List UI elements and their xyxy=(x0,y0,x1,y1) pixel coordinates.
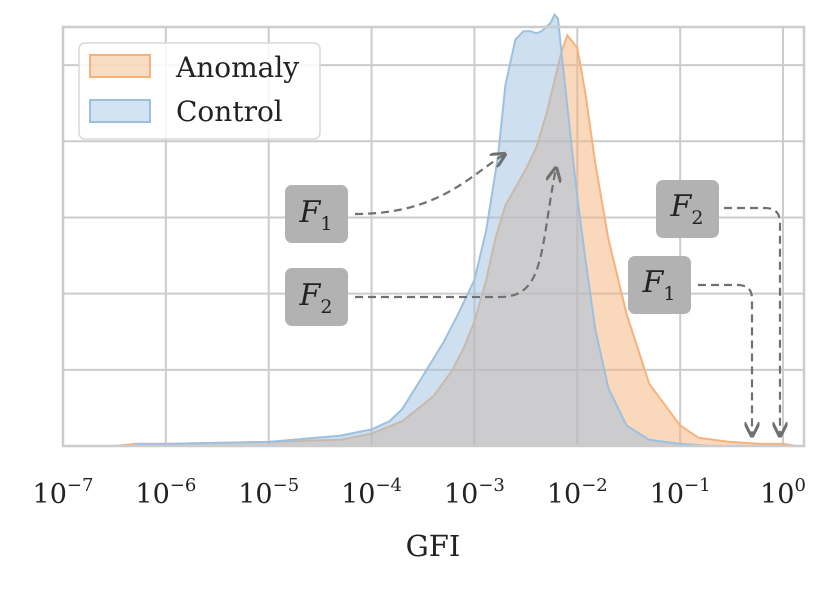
annotation-box xyxy=(285,185,348,243)
x-axis-label: GFI xyxy=(406,529,461,563)
legend-label-anomaly: Anomaly xyxy=(175,51,299,84)
annotation-f1-right: F1 xyxy=(628,256,691,314)
series-areas xyxy=(114,12,799,447)
annotation-arrow xyxy=(354,154,505,216)
annotation-arrow xyxy=(724,206,780,436)
annotation-label: F2 xyxy=(299,278,333,318)
plot-frame xyxy=(61,25,806,448)
annotation-arrow xyxy=(698,283,752,436)
annotation-box xyxy=(285,268,348,326)
annotations: F1 F2 F2 F1 xyxy=(285,154,780,436)
annotation-arrow xyxy=(355,168,556,299)
x-tick-label: 10−2 xyxy=(547,475,608,510)
x-tick-label: 10−4 xyxy=(341,475,402,510)
annotation-label: F2 xyxy=(670,189,704,229)
series-area-control xyxy=(134,14,712,446)
legend-swatch-control xyxy=(89,99,151,123)
x-tick-label: 100 xyxy=(760,475,806,510)
annotation-f2-left: F2 xyxy=(285,268,348,326)
x-tick-label: 10−3 xyxy=(444,475,505,510)
annotation-label: F1 xyxy=(642,265,676,305)
legend-box xyxy=(78,42,321,140)
annotation-box xyxy=(628,256,691,314)
x-tick-labels: 10−7 10−6 10−5 10−4 10−3 10−2 10−1 100 xyxy=(33,475,806,510)
annotation-box xyxy=(656,180,719,238)
legend-label-control: Control xyxy=(176,95,283,128)
annotation-f1-left: F1 xyxy=(285,185,348,243)
x-tick-label: 10−6 xyxy=(135,475,196,510)
legend-swatch-anomaly xyxy=(89,54,151,78)
series-line-control xyxy=(134,12,712,447)
x-tick-label: 10−7 xyxy=(33,475,94,510)
series-area-anomaly xyxy=(115,35,798,447)
x-tick-label: 10−1 xyxy=(650,475,711,510)
x-tick-label: 10−5 xyxy=(238,475,299,510)
legend: Anomaly Control xyxy=(78,42,321,140)
annotation-f2-right: F2 xyxy=(656,180,719,238)
annotation-label: F1 xyxy=(299,195,333,235)
